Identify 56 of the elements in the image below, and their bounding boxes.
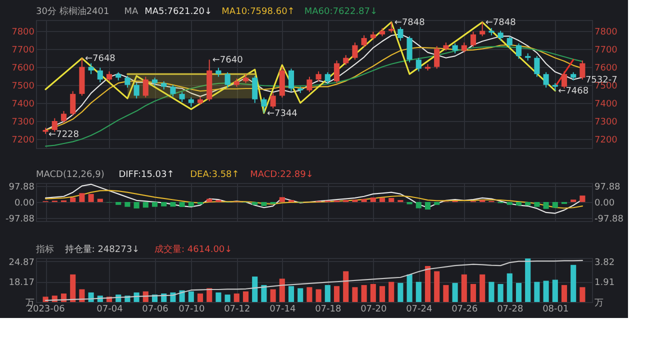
y-tick-label: 7700 (12, 45, 35, 56)
y2-tick-label: 7500 (594, 81, 618, 92)
y-tick-label: 7300 (12, 117, 35, 128)
annotation: ←7848 (485, 18, 516, 28)
text: 持仓量: 248273↓ (64, 244, 140, 255)
x-tick-label: 07-20 (360, 304, 387, 314)
x-tick-label: 07-28 (497, 304, 524, 314)
y-tick-label: 97.88 (8, 182, 35, 193)
y-tick-label: 0.00 (14, 198, 35, 208)
x-tick-label: 07-14 (270, 304, 296, 314)
y2-tick-label: 7700 (594, 45, 618, 56)
y-tick-label: 7800 (12, 27, 35, 38)
y2-tick-label: 7300 (594, 117, 618, 128)
y-tick-label: 18.17 (8, 278, 34, 288)
chart-title: MACD(12,26,9) (36, 170, 104, 180)
y-tick-label: -97.88 (5, 214, 35, 224)
series-label: DIFF:15.03↑ (118, 170, 174, 180)
chart-title: 指标 (35, 244, 54, 255)
annotation: ←7228 (48, 130, 80, 140)
annotation: ←7640 (212, 56, 244, 66)
text: MA10:7598.60↑ (222, 7, 295, 17)
x-tick-label: 07-10 (178, 304, 205, 314)
text: DEA:3.58↑ (190, 170, 240, 180)
legend-title: MA (124, 7, 140, 17)
y2-tick-label: 万 (594, 298, 604, 308)
y2-tick-label: 3.82 (594, 258, 615, 268)
y2-tick-label: 97.88 (594, 182, 621, 193)
y-tick-label: 7600 (12, 63, 35, 74)
x-tick-label: 08-01 (542, 304, 569, 314)
y2-tick-label: 7200 (594, 135, 618, 146)
x-tick-label: 07-18 (315, 304, 342, 314)
chart-title: 30分 棕榈油2401 (36, 6, 110, 17)
annotation: ←7344 (266, 109, 298, 120)
x-tick-label: 07-06 (142, 304, 169, 314)
x-tick-label: 2023-06 (27, 304, 66, 314)
annotation: ←7848 (394, 18, 426, 28)
y-tick-label: 7500 (12, 81, 35, 92)
annotation: ←7468 (558, 86, 589, 97)
x-tick-label: 07-24 (406, 304, 432, 314)
text: MACD:22.89↓ (250, 170, 314, 180)
y2-tick-label: 7800 (594, 27, 618, 38)
text: MA60:7622.87↓ (304, 7, 378, 17)
y-tick-label: 24.87 (8, 258, 34, 268)
y2-tick-label: 7600 (594, 63, 618, 74)
y2-tick-label: 1.91 (594, 278, 615, 288)
x-tick-label: 07-26 (452, 304, 478, 314)
y2-tick-label: 0.00 (594, 198, 615, 208)
y-tick-label: 7400 (12, 99, 35, 110)
text: MA5:7621.20↓ (144, 7, 212, 17)
y2-tick-label: 7400 (594, 99, 618, 110)
x-tick-label: 07-12 (224, 304, 250, 314)
y2-tick-label: -97.88 (594, 214, 624, 224)
text: 成交量: 4614.00↓ (154, 244, 232, 255)
x-tick-label: 07-04 (96, 304, 124, 314)
annotation: ←7648 (84, 54, 116, 64)
y-tick-label: 7200 (12, 135, 35, 146)
